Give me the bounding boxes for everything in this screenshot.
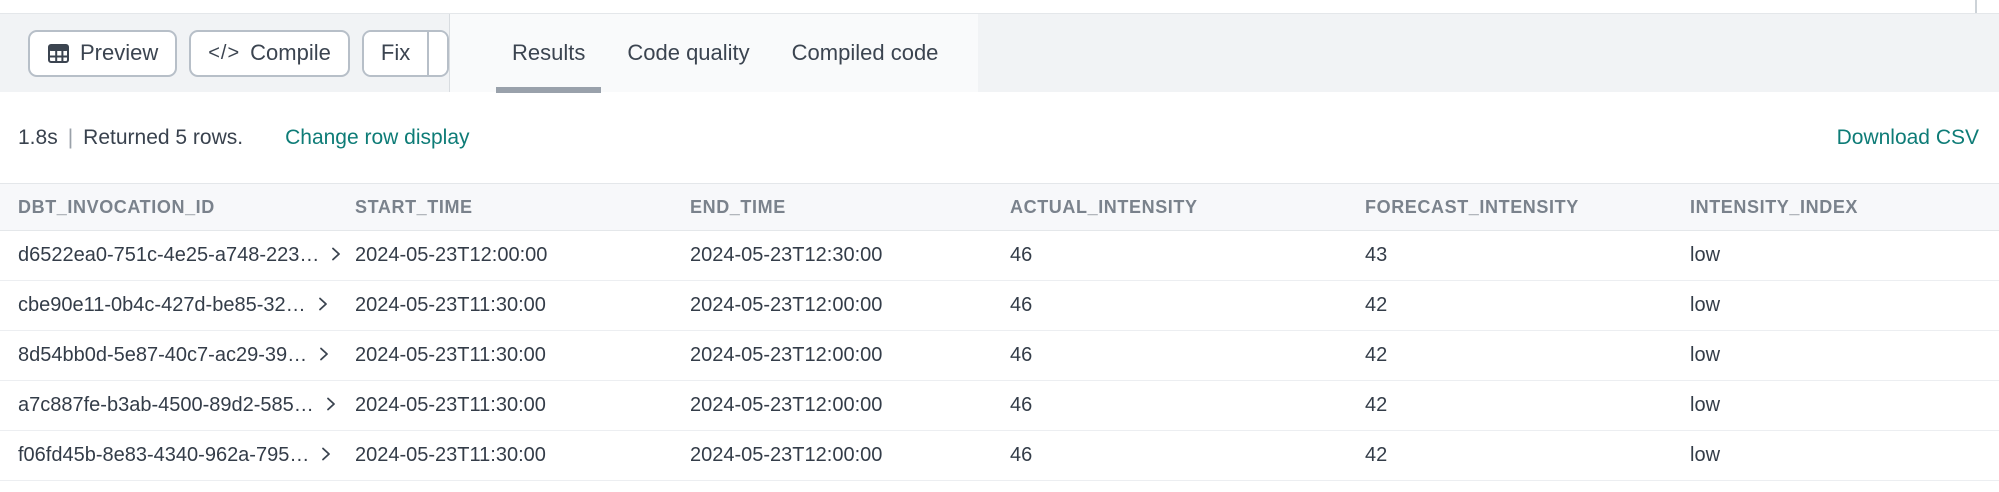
tab-results[interactable]: Results xyxy=(496,14,602,93)
query-toolbar: Preview </> Compile Fix xyxy=(0,14,450,92)
results-table-header: DBT_INVOCATION_ID START_TIME END_TIME AC… xyxy=(0,183,1999,231)
start-time-value: 2024-05-23T11:30:00 xyxy=(355,294,546,316)
fix-split-button: Fix xyxy=(361,29,449,77)
column-header-forecast-intensity: FORECAST_INTENSITY xyxy=(1365,196,1579,217)
invocation-id-cell: f06fd45b-8e83-4340-962a-795… xyxy=(18,444,355,467)
tab-compiled-code[interactable]: Compiled code xyxy=(776,14,955,92)
column-header-actual-intensity: ACTUAL_INTENSITY xyxy=(1010,196,1198,217)
invocation-id-cell: a7c887fe-b3ab-4500-89d2-585… xyxy=(18,394,355,417)
change-row-display-link[interactable]: Change row display xyxy=(285,125,470,149)
start-time-value: 2024-05-23T11:30:00 xyxy=(355,344,546,366)
tab-results-label: Results xyxy=(512,40,586,65)
column-header-start-time: START_TIME xyxy=(355,196,473,217)
query-status-text: 1.8s | Returned 5 rows. xyxy=(18,126,243,150)
fix-button-label: Fix xyxy=(380,40,411,65)
expand-cell-button[interactable] xyxy=(323,396,339,415)
start-time-value: 2024-05-23T11:30:00 xyxy=(355,444,546,466)
end-time-value: 2024-05-23T12:00:00 xyxy=(690,444,883,466)
column-header-end-time: END_TIME xyxy=(690,196,786,217)
actual-intensity-value: 46 xyxy=(1010,344,1033,366)
invocation-id-cell: 8d54bb0d-5e87-40c7-ac29-39… xyxy=(18,344,355,367)
band-filler xyxy=(978,14,1999,92)
chevron-right-icon xyxy=(315,296,331,315)
pane-divider xyxy=(1975,0,1977,13)
end-time-value: 2024-05-23T12:00:00 xyxy=(690,294,883,316)
rows-returned-text: Returned 5 rows. xyxy=(83,125,244,149)
fix-button[interactable]: Fix xyxy=(363,31,428,75)
chevron-right-icon xyxy=(318,446,334,465)
intensity-index-value: low xyxy=(1690,244,1721,266)
panel-header-band: Preview </> Compile Fix xyxy=(0,14,1999,93)
expand-cell-button[interactable] xyxy=(316,346,332,365)
chevron-right-icon xyxy=(323,396,339,415)
panel-top-edge xyxy=(0,0,1999,14)
forecast-intensity-value: 42 xyxy=(1365,344,1388,366)
end-time-value: 2024-05-23T12:00:00 xyxy=(690,344,883,366)
invocation-id-value: f06fd45b-8e83-4340-962a-795… xyxy=(18,444,310,466)
column-header-intensity-index: INTENSITY_INDEX xyxy=(1690,196,1859,217)
active-tab-indicator xyxy=(496,87,602,93)
tab-code-quality-label: Code quality xyxy=(627,40,750,65)
intensity-index-value: low xyxy=(1690,444,1721,466)
invocation-id-cell: cbe90e11-0b4c-427d-be85-32… xyxy=(18,294,355,317)
code-icon: </> xyxy=(208,41,241,64)
query-status-row: 1.8s | Returned 5 rows. Change row displ… xyxy=(0,92,1999,183)
table-row: d6522ea0-751c-4e25-a748-223… 2024-05-23T… xyxy=(0,231,1999,281)
chevron-right-icon xyxy=(316,346,332,365)
invocation-id-cell: d6522ea0-751c-4e25-a748-223… xyxy=(18,244,355,267)
invocation-id-value: d6522ea0-751c-4e25-a748-223… xyxy=(18,244,320,266)
column-header-dbt-invocation-id: DBT_INVOCATION_ID xyxy=(18,196,215,217)
invocation-id-value: 8d54bb0d-5e87-40c7-ac29-39… xyxy=(18,344,308,366)
table-row: 8d54bb0d-5e87-40c7-ac29-39… 2024-05-23T1… xyxy=(0,331,1999,381)
chevron-down-icon xyxy=(443,40,447,66)
actual-intensity-value: 46 xyxy=(1010,394,1033,416)
query-elapsed-time: 1.8s xyxy=(18,125,58,149)
download-csv-link[interactable]: Download CSV xyxy=(1836,125,1979,149)
forecast-intensity-value: 42 xyxy=(1365,394,1388,416)
tab-compiled-code-label: Compiled code xyxy=(791,40,939,65)
intensity-index-value: low xyxy=(1690,294,1721,316)
table-row: f06fd45b-8e83-4340-962a-795… 2024-05-23T… xyxy=(0,431,1999,481)
expand-cell-button[interactable] xyxy=(328,246,344,265)
intensity-index-value: low xyxy=(1690,344,1721,366)
compile-button[interactable]: </> Compile xyxy=(189,29,350,77)
invocation-id-value: cbe90e11-0b4c-427d-be85-32… xyxy=(18,294,306,316)
forecast-intensity-value: 42 xyxy=(1365,444,1388,466)
table-row: cbe90e11-0b4c-427d-be85-32… 2024-05-23T1… xyxy=(0,281,1999,331)
invocation-id-value: a7c887fe-b3ab-4500-89d2-585… xyxy=(18,394,314,416)
end-time-value: 2024-05-23T12:00:00 xyxy=(690,394,883,416)
table-row: a7c887fe-b3ab-4500-89d2-585… 2024-05-23T… xyxy=(0,381,1999,431)
status-separator: | xyxy=(67,125,74,149)
preview-button[interactable]: Preview xyxy=(28,29,178,77)
panel-tabs: Results Code quality Compiled code xyxy=(450,14,979,93)
forecast-intensity-value: 42 xyxy=(1365,294,1388,316)
end-time-value: 2024-05-23T12:30:00 xyxy=(690,244,883,266)
results-table-body: d6522ea0-751c-4e25-a748-223… 2024-05-23T… xyxy=(0,231,1999,481)
start-time-value: 2024-05-23T11:30:00 xyxy=(355,394,546,416)
start-time-value: 2024-05-23T12:00:00 xyxy=(355,244,548,266)
intensity-index-value: low xyxy=(1690,394,1721,416)
actual-intensity-value: 46 xyxy=(1010,244,1033,266)
actual-intensity-value: 46 xyxy=(1010,294,1033,316)
chevron-right-icon xyxy=(328,246,344,265)
actual-intensity-value: 46 xyxy=(1010,444,1033,466)
expand-cell-button[interactable] xyxy=(318,446,334,465)
forecast-intensity-value: 43 xyxy=(1365,244,1388,266)
tab-code-quality[interactable]: Code quality xyxy=(611,14,765,92)
compile-button-label: Compile xyxy=(250,40,331,65)
fix-dropdown-button[interactable] xyxy=(427,31,447,75)
table-icon xyxy=(47,42,70,65)
preview-button-label: Preview xyxy=(80,40,159,65)
expand-cell-button[interactable] xyxy=(315,296,331,315)
